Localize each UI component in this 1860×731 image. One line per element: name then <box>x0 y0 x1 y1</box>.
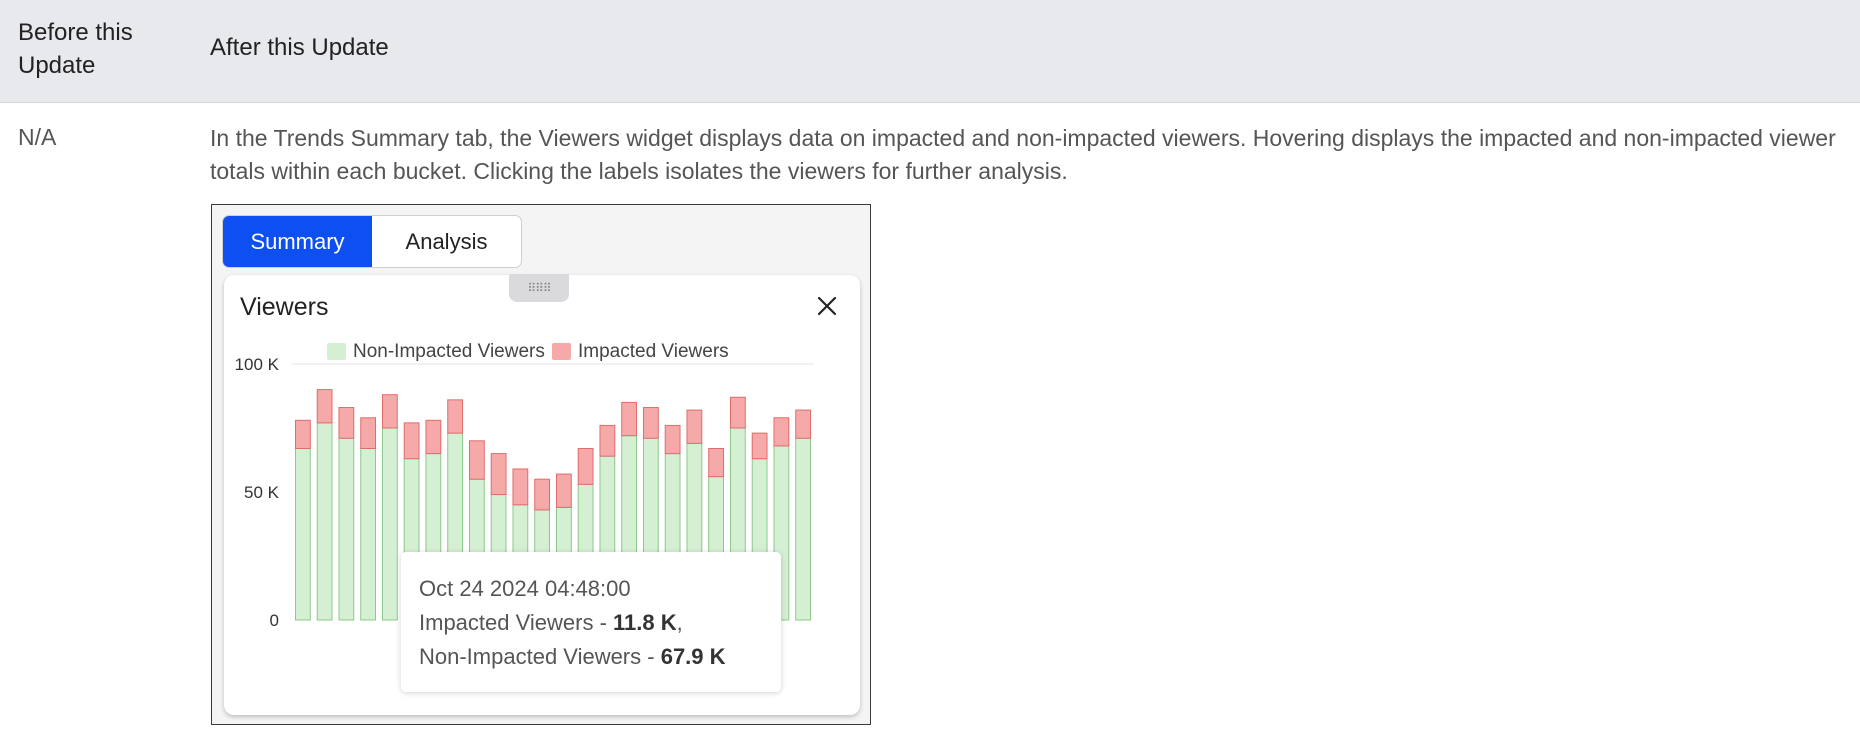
tab-summary[interactable]: Summary <box>223 216 372 267</box>
bar-impacted <box>534 478 551 511</box>
bar-impacted <box>621 401 638 437</box>
embedded-screenshot: Summary Analysis Viewers 0 50 K 100 K Non-I… <box>211 204 871 725</box>
tooltip-impacted-value: 11.8 K <box>613 610 677 635</box>
bar-impacted <box>294 419 311 449</box>
bar-impacted <box>599 424 616 457</box>
chart-tooltip: Oct 24 2024 04:48:00 Impacted Viewers - … <box>401 552 781 692</box>
legend-label-non-impacted[interactable]: Non-Impacted Viewers <box>353 341 545 362</box>
legend-swatch-non-impacted <box>327 343 346 360</box>
table-header: Before this Update After this Update <box>0 0 1860 103</box>
legend-label-impacted[interactable]: Impacted Viewers <box>578 341 729 362</box>
bar-impacted <box>316 389 333 424</box>
bar-non-impacted <box>360 447 377 621</box>
bar-non-impacted <box>795 437 812 621</box>
bar-impacted <box>686 409 703 444</box>
y-tick-label-0: 0 <box>270 611 279 630</box>
bar-impacted <box>490 453 507 496</box>
column-header-before: Before this Update <box>18 19 133 79</box>
legend-swatch-impacted <box>552 343 571 360</box>
bar-impacted <box>338 407 355 439</box>
bar-impacted <box>512 468 529 506</box>
drag-handle-icon[interactable]: ⠿⠿⠿ <box>509 274 569 302</box>
bar-impacted <box>468 440 485 480</box>
tooltip-timestamp: Oct 24 2024 04:48:00 <box>419 576 631 601</box>
tooltip-impacted-label: Impacted Viewers - <box>419 610 614 635</box>
tooltip-separator: , <box>676 610 683 635</box>
bar-impacted <box>425 419 442 455</box>
bar-impacted <box>664 424 681 455</box>
bar-impacted <box>381 394 398 429</box>
bar-impacted <box>708 447 725 478</box>
bar-impacted <box>555 473 572 508</box>
bar-impacted <box>360 417 377 449</box>
bar-non-impacted <box>316 422 333 621</box>
y-tick-label-2: 100 K <box>235 355 280 374</box>
bar-impacted <box>729 396 746 429</box>
bar-impacted <box>773 417 790 447</box>
bar-non-impacted <box>338 437 355 621</box>
tooltip-non-impacted-value: 67.9 K <box>660 644 726 669</box>
bar-impacted <box>447 399 464 434</box>
bar-non-impacted <box>381 427 398 621</box>
tab-analysis[interactable]: Analysis <box>405 228 488 254</box>
row-after-description: In the Trends Summary tab, the Viewers w… <box>210 125 1836 184</box>
column-header-after: After this Update <box>210 34 389 61</box>
bar-impacted <box>403 422 420 460</box>
y-tick-label-1: 50 K <box>244 483 280 502</box>
widget-title: Viewers <box>240 293 329 321</box>
close-icon[interactable] <box>812 291 842 321</box>
viewers-widget: Viewers 0 50 K 100 K Non-Impacted Viewers Im… <box>224 275 860 715</box>
row-before-cell: N/A <box>18 124 57 150</box>
tooltip-non-impacted-label: Non-Impacted Viewers - <box>419 644 661 669</box>
bar-impacted <box>577 447 594 485</box>
bar-impacted <box>751 432 768 460</box>
bar-non-impacted <box>294 447 311 621</box>
bar-impacted <box>642 407 659 439</box>
tab-switcher: Summary Analysis <box>222 215 522 268</box>
bar-impacted <box>795 409 812 439</box>
